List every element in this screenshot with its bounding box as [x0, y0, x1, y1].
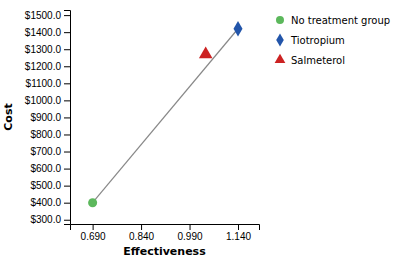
- legend-symbol: [275, 54, 286, 63]
- tick-label: $1000.0: [25, 95, 62, 106]
- y-axis: $300.0 $400.0 $500.0 $600.0 $700.0 $800.0 $900…: [25, 10, 71, 226]
- legend-label: No treatment group: [291, 15, 390, 26]
- tick-label: 0.990: [178, 231, 203, 242]
- tick-mark: [64, 100, 70, 101]
- tick: $1100.0: [26, 78, 70, 89]
- tick: $1300.0: [25, 44, 70, 55]
- tick-mark: [64, 66, 70, 67]
- tick-mark: [64, 49, 70, 50]
- tick: $800.0: [30, 129, 70, 140]
- tick: 0.840: [129, 224, 154, 242]
- tick: 0.690: [81, 224, 106, 242]
- y-axis-title: Cost: [2, 103, 15, 130]
- chart: 0.690 0.840 0.990 1.140 $300.0 $400.0 $500.0 $6…: [0, 0, 409, 260]
- tick-mark: [64, 117, 70, 118]
- axis-domain: [71, 225, 260, 231]
- tick-label: $1100.0: [26, 78, 62, 89]
- tick-mark: [93, 224, 94, 230]
- connecting-line: [93, 29, 238, 203]
- tick-mark: [64, 203, 70, 204]
- tick-label: $400.0: [30, 197, 61, 208]
- tick: $400.0: [30, 197, 70, 208]
- tick-mark: [64, 220, 70, 221]
- legend-symbol: [276, 16, 284, 24]
- tick-label: 1.140: [226, 231, 251, 242]
- legend-item: Salmeterol: [275, 54, 345, 66]
- legend-item: Tiotropium: [276, 33, 345, 46]
- tick-mark: [64, 15, 70, 16]
- scatter-point: [88, 198, 97, 207]
- marks: [88, 21, 242, 207]
- scatter-point: [199, 46, 213, 58]
- tick-label: $900.0: [30, 112, 61, 123]
- tick-label: $1400.0: [25, 27, 62, 38]
- tick-mark: [238, 224, 239, 230]
- tick: $1500.0: [25, 10, 70, 21]
- tick: $600.0: [30, 163, 70, 174]
- tick-label: $1200.0: [25, 61, 62, 72]
- tick-label: $600.0: [30, 163, 61, 174]
- plot: 0.690 0.840 0.990 1.140 $300.0 $400.0 $500.0 $6…: [2, 10, 260, 258]
- x-axis-title: Effectiveness: [123, 245, 206, 258]
- tick-label: $300.0: [30, 214, 61, 225]
- tick: $700.0: [30, 146, 70, 157]
- legend: No treatment group Tiotropium Salmeterol: [275, 15, 391, 66]
- tick-label: 0.840: [129, 231, 154, 242]
- tick-mark: [64, 32, 70, 33]
- scatter-point: [234, 21, 243, 37]
- tick-label: $1300.0: [25, 44, 62, 55]
- tick-mark: [64, 152, 70, 153]
- tick-mark: [64, 186, 70, 187]
- legend-item: No treatment group: [276, 15, 390, 26]
- legend-label: Tiotropium: [290, 35, 345, 46]
- tick-mark: [64, 134, 70, 135]
- tick: 1.140: [226, 224, 251, 242]
- legend-symbol: [276, 33, 284, 46]
- tick: $1400.0: [25, 27, 70, 38]
- axis-domain: [64, 11, 71, 225]
- tick: $1200.0: [25, 61, 70, 72]
- tick-mark: [64, 169, 70, 170]
- tick-mark: [141, 224, 142, 230]
- tick: $1000.0: [25, 95, 70, 106]
- tick: 0.990: [178, 224, 203, 242]
- tick-label: $500.0: [30, 180, 61, 191]
- tick-label: $800.0: [30, 129, 61, 140]
- tick: $900.0: [30, 112, 70, 123]
- x-axis: 0.690 0.840 0.990 1.140: [71, 224, 260, 242]
- tick-label: 0.690: [81, 231, 106, 242]
- tick-label: $1500.0: [25, 10, 62, 21]
- legend-label: Salmeterol: [291, 55, 345, 66]
- tick-mark: [64, 83, 70, 84]
- tick: $500.0: [30, 180, 70, 191]
- tick: $300.0: [30, 214, 70, 225]
- tick-mark: [190, 224, 191, 230]
- tick-label: $700.0: [30, 146, 61, 157]
